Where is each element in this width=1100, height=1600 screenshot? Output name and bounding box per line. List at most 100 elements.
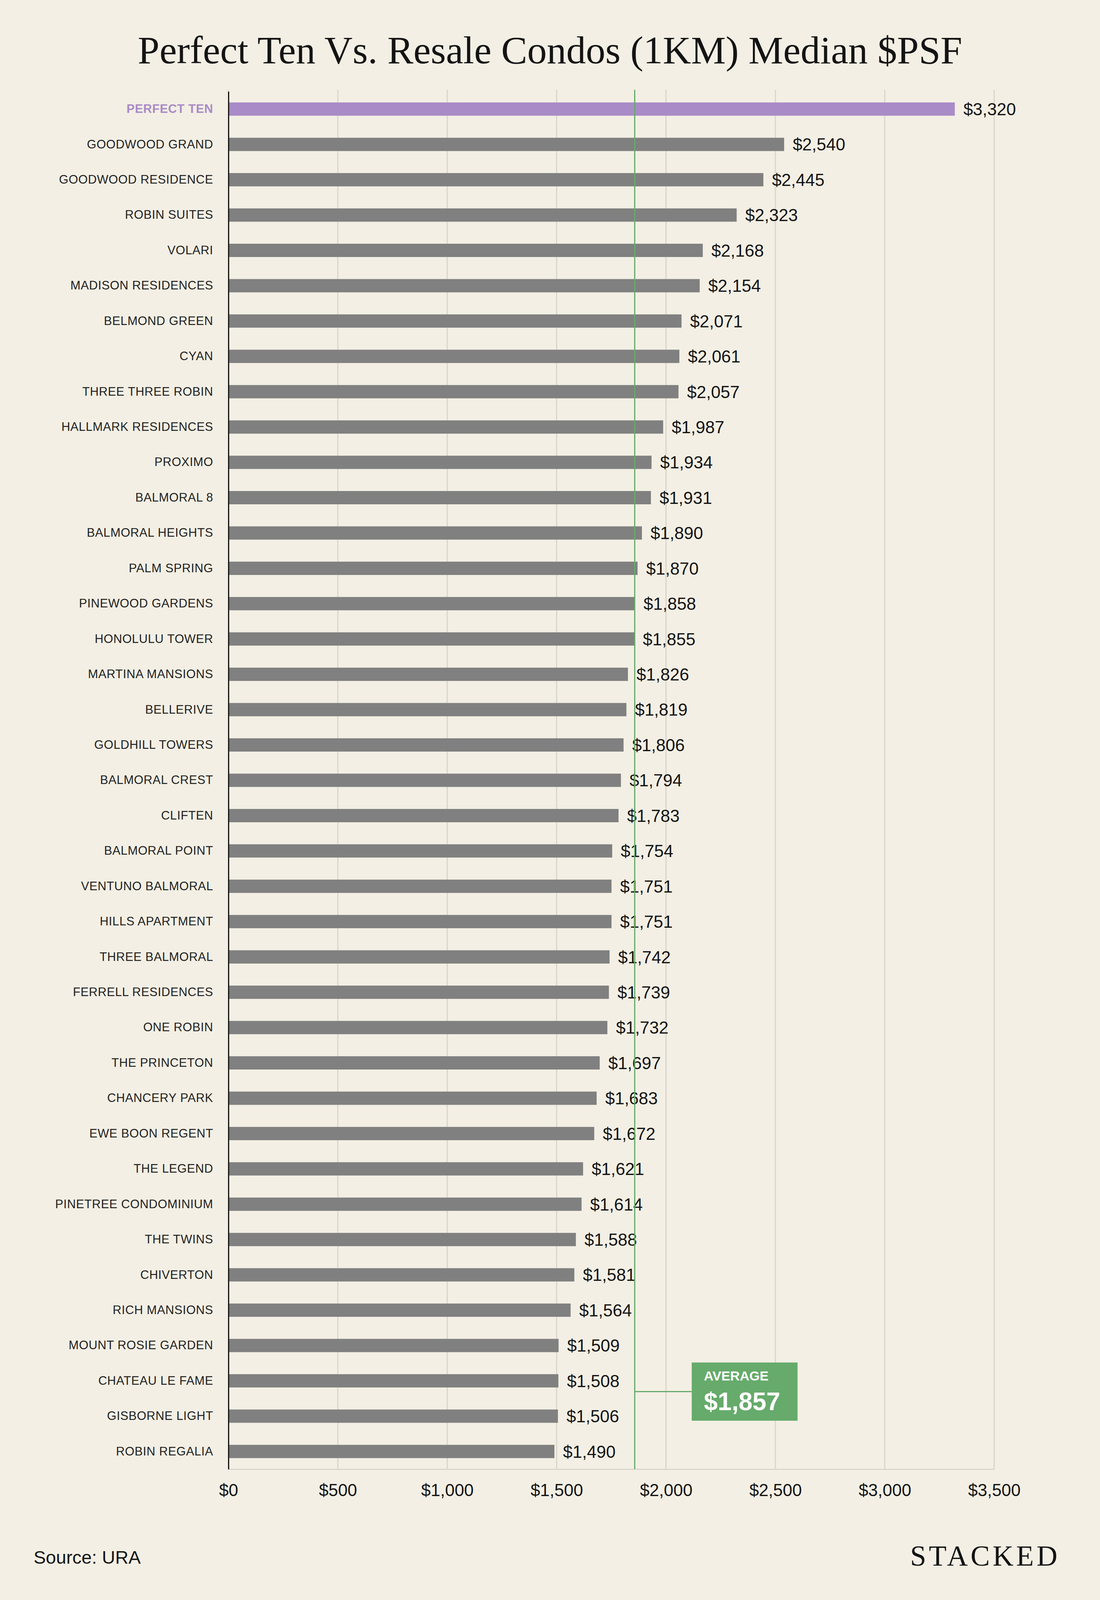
bar xyxy=(228,773,621,787)
bar xyxy=(228,632,635,646)
data-label: $1,806 xyxy=(632,735,685,755)
bar xyxy=(228,420,664,434)
bar xyxy=(228,314,682,328)
data-label: $2,071 xyxy=(689,311,743,331)
category-label: THE TWINS xyxy=(144,1231,214,1246)
data-label: $1,742 xyxy=(618,947,671,967)
bar xyxy=(228,596,635,610)
y-tick: BELLERIVE xyxy=(145,702,229,717)
category-label: CYAN xyxy=(179,349,214,363)
category-label: BALMORAL CREST xyxy=(99,772,214,787)
data-label: $1,739 xyxy=(617,982,671,1002)
bar xyxy=(228,1303,571,1317)
x-tick: $0 xyxy=(219,1468,239,1500)
y-tick: CHANCERY PARK xyxy=(107,1090,229,1105)
data-label: $1,588 xyxy=(584,1229,638,1249)
data-label: $2,061 xyxy=(688,346,741,366)
annotation-box xyxy=(691,1362,798,1421)
data-label: $1,987 xyxy=(671,417,725,437)
x-tick-label: $0 xyxy=(219,1479,239,1500)
y-tick: THE LEGEND xyxy=(133,1161,229,1175)
annotation-title: AVERAGE xyxy=(703,1367,769,1383)
category-label: HILLS APARTMENT xyxy=(99,914,214,928)
y-tick: GISBORNE LIGHT xyxy=(106,1408,229,1423)
y-tick: MADISON RESIDENCES xyxy=(70,278,229,293)
y-tick: EWE BOON REGENT xyxy=(89,1126,229,1140)
bar xyxy=(228,1408,559,1423)
data-label: $1,890 xyxy=(650,523,704,543)
bar xyxy=(228,1126,595,1140)
x-tick-label: $2,000 xyxy=(640,1479,693,1500)
annotation-connector xyxy=(634,1390,692,1392)
x-tick: $1,500 xyxy=(530,1468,584,1500)
category-label: MARTINA MANSIONS xyxy=(87,666,214,681)
annotation-value: $1,857 xyxy=(703,1387,781,1416)
bar xyxy=(228,667,628,681)
category-label: VOLARI xyxy=(167,243,214,257)
y-tick: CLIFTEN xyxy=(161,808,229,822)
bar xyxy=(228,1444,555,1458)
category-label: GOLDHILL TOWERS xyxy=(94,737,214,752)
average-line xyxy=(634,89,636,1469)
category-label: PROXIMO xyxy=(154,454,214,469)
data-label: $1,855 xyxy=(642,629,696,649)
y-tick: PROXIMO xyxy=(154,454,229,469)
category-label: BALMORAL HEIGHTS xyxy=(86,525,214,540)
bar xyxy=(228,914,612,928)
grid-line xyxy=(884,89,886,1469)
data-label: $1,934 xyxy=(660,452,714,472)
y-tick: PINETREE CONDOMINIUM xyxy=(55,1196,229,1211)
data-label: $1,564 xyxy=(579,1300,632,1320)
bar xyxy=(228,950,610,964)
category-label: RICH MANSIONS xyxy=(112,1302,214,1317)
y-tick: THREE BALMORAL xyxy=(99,949,229,964)
category-label: GOODWOOD RESIDENCE xyxy=(58,172,214,187)
bar xyxy=(228,349,680,363)
y-tick: THE PRINCETON xyxy=(111,1055,229,1070)
bar xyxy=(228,102,955,116)
data-labels: $3,320$2,540$2,445$2,323$2,168$2,154$2,0… xyxy=(563,99,1017,1461)
data-label: $1,931 xyxy=(659,488,713,508)
data-label: $2,154 xyxy=(708,276,762,296)
category-label: CHANCERY PARK xyxy=(107,1090,214,1105)
grid-line xyxy=(774,89,776,1469)
data-label: $1,509 xyxy=(566,1335,620,1355)
grid-line xyxy=(228,89,230,1469)
data-label: $2,057 xyxy=(687,382,740,402)
bar xyxy=(228,172,764,187)
y-axis-line xyxy=(228,91,230,1470)
y-tick: GOODWOOD GRAND xyxy=(86,137,229,152)
category-label: HONOLULU TOWER xyxy=(94,631,214,646)
annotation: AVERAGE $1,857 xyxy=(634,89,798,1469)
bar xyxy=(228,137,785,152)
bars xyxy=(228,102,955,1458)
y-tick: BELMOND GREEN xyxy=(103,313,229,328)
y-tick: CHATEAU LE FAME xyxy=(98,1373,229,1388)
category-label: CLIFTEN xyxy=(161,808,214,822)
category-label: BALMORAL POINT xyxy=(104,843,214,858)
category-label: THREE BALMORAL xyxy=(99,949,214,964)
x-tick: $1,000 xyxy=(420,1468,474,1500)
y-tick: THREE THREE ROBIN xyxy=(82,384,229,399)
grid xyxy=(228,89,995,1469)
y-tick: BALMORAL CREST xyxy=(99,772,229,787)
data-label: $3,320 xyxy=(963,99,1017,119)
bar xyxy=(228,525,642,540)
data-label: $1,732 xyxy=(615,1017,669,1037)
x-axis: $0$500$1,000$1,500$2,000$2,500$3,000$3,5… xyxy=(219,1468,1021,1500)
x-tick-label: $3,000 xyxy=(858,1479,912,1500)
x-tick: $2,000 xyxy=(640,1468,693,1500)
x-tick: $500 xyxy=(319,1468,358,1500)
category-label: HALLMARK RESIDENCES xyxy=(61,419,214,434)
data-label: $1,490 xyxy=(563,1441,616,1461)
bar xyxy=(228,1161,583,1175)
category-label: EWE BOON REGENT xyxy=(89,1126,214,1140)
bar xyxy=(228,702,627,717)
category-label: THREE THREE ROBIN xyxy=(82,384,214,399)
category-label: ROBIN REGALIA xyxy=(115,1444,214,1458)
bar xyxy=(228,1091,597,1105)
bar xyxy=(228,1197,582,1211)
bar xyxy=(228,1338,559,1352)
bar xyxy=(228,208,737,222)
bar xyxy=(228,561,638,575)
